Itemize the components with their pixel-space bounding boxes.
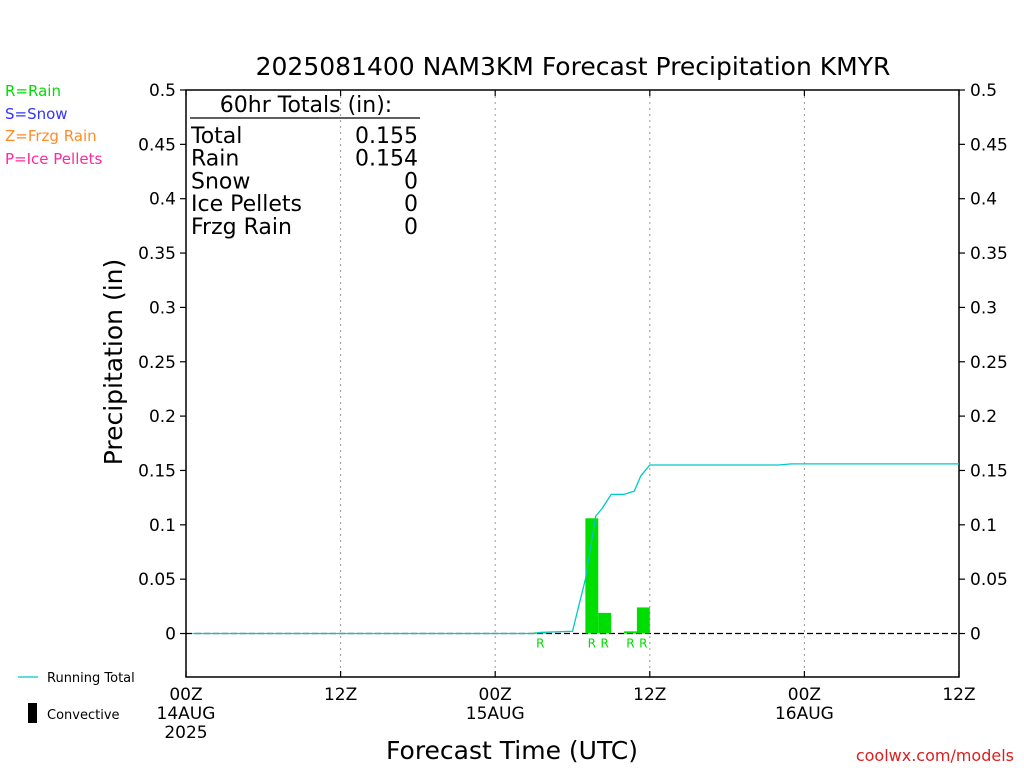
totals-row-label: Rain xyxy=(191,147,239,172)
precip-bar xyxy=(598,612,612,634)
y-tick-label-right: 0.4 xyxy=(970,190,997,210)
precip-type-marker: R xyxy=(536,637,544,651)
x-tick-year: 2025 xyxy=(164,723,207,743)
convective-legend-label: Convective xyxy=(47,708,120,723)
y-tick-label-right: 0.45 xyxy=(970,135,1008,155)
bottom-legend: Running Total Convective xyxy=(18,671,135,723)
running-total-legend-label: Running Total xyxy=(47,671,135,686)
precip-type-marker: R xyxy=(639,637,647,651)
type-legend: R=Rain S=Snow Z=Frzg Rain P=Ice Pellets xyxy=(5,82,102,168)
running-total-line xyxy=(192,463,959,635)
y-tick-label-left: 0.5 xyxy=(149,81,176,101)
y-tick-label-right: 0.5 xyxy=(970,81,997,101)
x-axis-label: Forecast Time (UTC) xyxy=(386,736,638,765)
totals-box: 60hr Totals (in): Total 0.155 Rain 0.154 Sno… xyxy=(190,93,420,240)
x-tick-date: 16AUG xyxy=(775,704,834,724)
x-tick-label: 12Z xyxy=(942,685,975,705)
totals-row-label: Total xyxy=(190,124,242,149)
precip-bar xyxy=(585,518,599,634)
x-tick-label: 00Z xyxy=(788,685,821,705)
legend-frzg-rain: Z=Frzg Rain xyxy=(5,127,97,145)
y-tick-label-left: 0.25 xyxy=(138,353,176,373)
y-tick-label-right: 0.35 xyxy=(970,244,1008,264)
y-axis-label: Precipitation (in) xyxy=(99,259,128,466)
totals-row-label: Frzg Rain xyxy=(191,215,292,240)
y-tick-label-left: 0.05 xyxy=(138,570,176,590)
y-tick-label-left: 0.35 xyxy=(138,244,176,264)
y-tick-label-right: 0.1 xyxy=(970,516,997,536)
plot-frame xyxy=(185,89,960,678)
totals-row-label: Snow xyxy=(191,169,250,194)
chart-title: 2025081400 NAM3KM Forecast Precipitation… xyxy=(256,52,891,81)
y-tick-label-left: 0.1 xyxy=(149,516,176,536)
y-tick-label-left: 0.45 xyxy=(138,135,176,155)
y-axis-ticks: 0.5 0.5 0.45 0.45 0.4 0.4 0.35 0.35 0.3 0.3 0.25 0.… xyxy=(138,81,1008,645)
y-tick-label-left: 0.15 xyxy=(138,461,176,481)
legend-snow: S=Snow xyxy=(5,105,68,123)
y-tick-label-right: 0.3 xyxy=(970,298,997,318)
convective-legend-swatch xyxy=(28,703,37,723)
precip-type-marker: R xyxy=(588,637,596,651)
legend-rain: R=Rain xyxy=(5,82,61,100)
y-tick-label-right: 0.25 xyxy=(970,353,1008,373)
y-tick-label-left: 0.4 xyxy=(149,190,176,210)
credit-text: coolwx.com/models xyxy=(856,746,1014,765)
totals-row-label: Ice Pellets xyxy=(191,192,302,217)
precip-type-marker: R xyxy=(626,637,634,651)
y-tick-label-left: 0.3 xyxy=(149,298,176,318)
grid-lines xyxy=(340,90,805,677)
legend-ice-pellets: P=Ice Pellets xyxy=(5,150,102,168)
precip-type-marker: R xyxy=(601,637,609,651)
x-tick-label: 00Z xyxy=(479,685,512,705)
totals-row-value: 0.155 xyxy=(355,124,418,149)
y-tick-label-left: 0.2 xyxy=(149,407,176,427)
y-tick-label-right: 0.2 xyxy=(970,407,997,427)
totals-header: 60hr Totals (in): xyxy=(220,93,392,118)
x-tick-label: 12Z xyxy=(633,685,666,705)
totals-row-value: 0.154 xyxy=(355,147,418,172)
precip-bar xyxy=(636,607,650,634)
x-tick-date: 15AUG xyxy=(466,704,525,724)
x-tick-date: 14AUG xyxy=(157,704,216,724)
y-tick-label-right: 0 xyxy=(970,625,981,645)
y-tick-label-right: 0.05 xyxy=(970,570,1008,590)
totals-row-value: 0 xyxy=(404,215,418,240)
totals-row-value: 0 xyxy=(404,169,418,194)
x-tick-label: 12Z xyxy=(324,685,357,705)
totals-row-value: 0 xyxy=(404,192,418,217)
x-tick-label: 00Z xyxy=(169,685,202,705)
precip-bar xyxy=(624,631,637,634)
y-tick-label-left: 0 xyxy=(165,625,176,645)
y-tick-label-right: 0.15 xyxy=(970,461,1008,481)
